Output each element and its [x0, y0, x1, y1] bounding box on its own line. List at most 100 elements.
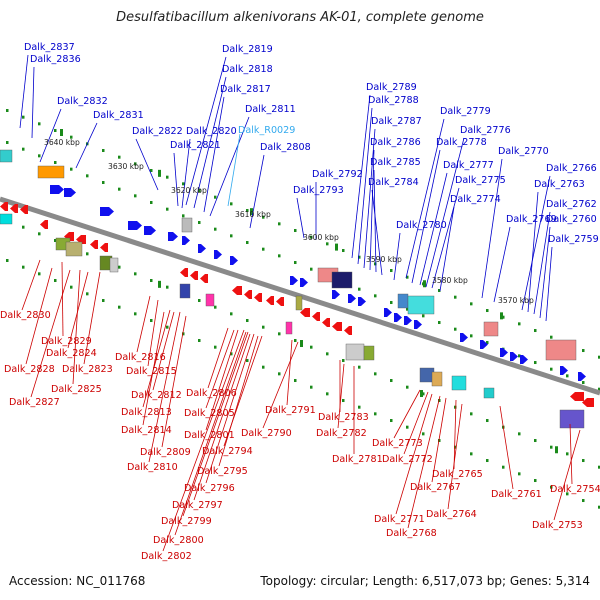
gene-label-reverse: Dalk_2823: [62, 364, 113, 375]
reverse-gene-arrow: [20, 205, 28, 214]
tick-dot: [454, 295, 457, 299]
forward-gene-arrow: [358, 297, 366, 306]
reverse-leader: [395, 393, 433, 515]
tick-dot: [358, 365, 361, 369]
tick-dot: [598, 505, 600, 509]
tick-dot: [70, 135, 73, 139]
reverse-gene-arrow: [100, 243, 108, 252]
forward-gene-arrow: [290, 276, 298, 285]
gene-label-reverse: Dalk_2827: [9, 397, 60, 408]
gene-label-forward: Dalk_2821: [170, 140, 221, 151]
reverse-leader: [337, 363, 345, 429]
forward-leader: [357, 107, 373, 265]
gene-features: [0, 149, 594, 429]
tick-dot: [134, 194, 137, 198]
tick-dot: [374, 412, 377, 416]
tick-dot: [438, 321, 441, 325]
tick-dot: [38, 154, 41, 158]
tick-dot: [470, 334, 473, 338]
scale-label: 3630 kbp: [108, 162, 144, 171]
gene-block: [109, 257, 119, 273]
gene-label-reverse: Dalk_2768: [386, 528, 437, 539]
tick-dot: [598, 465, 600, 469]
reverse-leader: [182, 331, 249, 517]
reverse-leader: [142, 309, 171, 408]
gene-label-reverse: Dalk_2797: [172, 500, 223, 511]
major-tick: [250, 208, 253, 216]
tick-dot: [262, 215, 265, 219]
reverse-leader: [152, 311, 175, 391]
tick-dot: [470, 302, 473, 306]
reverse-gene-arrow: [10, 204, 18, 213]
gene-label-forward: Dalk_2832: [57, 96, 108, 107]
gene-label-reverse: Dalk_2813: [121, 407, 172, 418]
tick-dot: [166, 285, 169, 289]
scale-label: 3600 kbp: [303, 233, 339, 242]
tick-dot: [422, 314, 425, 318]
tick-dot: [390, 419, 393, 423]
gene-label-reverse: Dalk_2806: [186, 388, 237, 399]
gene-block: [431, 371, 443, 387]
gene-label-reverse: Dalk_2815: [126, 366, 177, 377]
tick-dot: [454, 327, 457, 331]
tick-dot: [38, 272, 41, 276]
tick-dot: [374, 294, 377, 298]
tick-dot: [262, 325, 265, 329]
tick-dot: [22, 225, 25, 229]
tick-dot: [550, 445, 553, 449]
rna-leader: [227, 133, 241, 207]
gene-label-forward: Dalk_2784: [368, 177, 419, 188]
tick-dot: [390, 379, 393, 383]
tick-dot: [118, 187, 121, 191]
forward-gene-arrow: [198, 244, 206, 253]
gene-label-reverse: Dalk_2824: [46, 348, 97, 359]
reverse-gene-arrow: [190, 271, 198, 280]
reverse-gene-arrow: [254, 293, 262, 302]
gene-block: [295, 295, 303, 311]
tick-dot: [566, 374, 569, 378]
tick-dot: [342, 359, 345, 363]
tick-dot: [6, 259, 9, 263]
reverse-leader: [207, 327, 229, 389]
tick-dot: [502, 465, 505, 469]
tick-dot: [550, 367, 553, 371]
forward-gene-arrow: [300, 278, 308, 287]
tick-dot: [470, 412, 473, 416]
gene-block: [559, 409, 585, 429]
gene-label-forward: Dalk_2789: [366, 82, 417, 93]
forward-leader: [545, 246, 553, 322]
tick-dot: [278, 332, 281, 336]
forward-gene-arrow: [348, 294, 356, 303]
tick-dot: [166, 175, 169, 179]
forward-leader: [373, 169, 377, 273]
tick-dot: [22, 147, 25, 151]
gene-label-forward: Dalk_2760: [546, 214, 597, 225]
gene-block: [181, 217, 193, 233]
gene-label-reverse: Dalk_2771: [374, 514, 425, 525]
forward-gene-arrow: [500, 348, 508, 357]
tick-dot: [70, 167, 73, 171]
tick-dot: [150, 169, 153, 173]
tick-dot: [310, 345, 313, 349]
forward-leader: [539, 226, 551, 319]
gene-block: [407, 295, 435, 315]
gene-label-reverse: Dalk_2765: [432, 469, 483, 480]
forward-leader: [533, 211, 551, 315]
tick-dot: [102, 149, 105, 153]
reverse-gene-arrow: [200, 274, 208, 283]
gene-block: [65, 241, 83, 257]
tick-dot: [518, 432, 521, 436]
tick-dot: [582, 381, 585, 385]
reverse-gene-arrow: [582, 398, 594, 407]
reverse-gene-arrow: [0, 202, 8, 211]
forward-leader: [393, 232, 401, 281]
gene-label-forward: Dalk_2837: [24, 42, 75, 53]
tick-dot: [550, 485, 553, 489]
tick-dot: [246, 241, 249, 245]
tick-dot: [518, 322, 521, 326]
tick-dot: [246, 359, 249, 363]
reverse-leader: [223, 335, 263, 447]
tick-dot: [582, 459, 585, 463]
tick-dot: [262, 365, 265, 369]
gene-label-forward: Dalk_2793: [293, 185, 344, 196]
